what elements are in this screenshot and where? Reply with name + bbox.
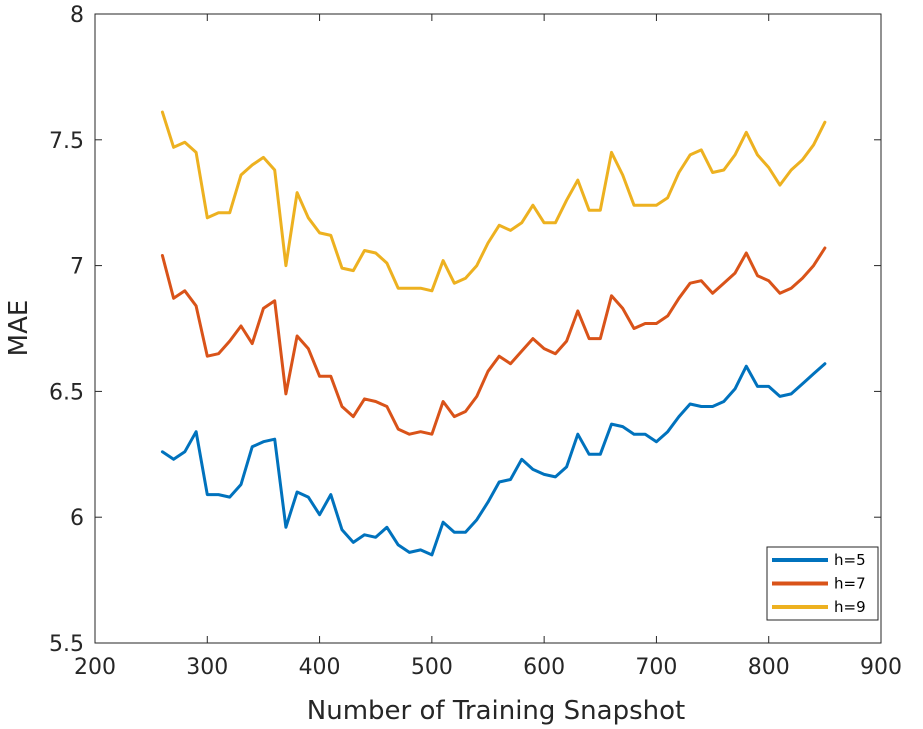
y-tick-label: 8 xyxy=(70,3,84,28)
y-tick-label: 5.5 xyxy=(49,632,84,657)
y-tick-label: 6.5 xyxy=(49,380,84,405)
y-tick-label: 7 xyxy=(70,255,84,280)
legend-label: h=9 xyxy=(834,598,866,616)
x-tick-label: 900 xyxy=(860,655,902,680)
x-tick-label: 700 xyxy=(635,655,677,680)
series-line-h=7 xyxy=(160,246,827,436)
y-tick-label: 6 xyxy=(70,506,84,531)
x-tick-label: 200 xyxy=(74,655,116,680)
tick-layer: 200 300 400 500 600 700 800 900 5.5 6 6.5 7 7.5 8 xyxy=(49,3,902,680)
x-axis-label: Number of Training Snapshot xyxy=(307,696,685,726)
legend-label: h=7 xyxy=(834,575,866,593)
legend: h=5 h=7 h=9 xyxy=(766,546,879,621)
x-tick-label: 400 xyxy=(299,655,341,680)
x-tick-label: 500 xyxy=(411,655,453,680)
x-tick-label: 300 xyxy=(186,655,228,680)
legend-label: h=5 xyxy=(834,551,866,569)
x-tick-label: 800 xyxy=(748,655,790,680)
y-axis-label: MAE xyxy=(4,300,34,357)
plot-area xyxy=(94,13,882,644)
series-line-h=5 xyxy=(160,362,827,557)
x-tick-label: 600 xyxy=(523,655,565,680)
legend-items: h=5 h=7 h=9 xyxy=(772,551,866,616)
y-tick-label: 7.5 xyxy=(49,129,84,154)
series-line-h=9 xyxy=(160,110,827,293)
series-layer xyxy=(160,110,827,557)
